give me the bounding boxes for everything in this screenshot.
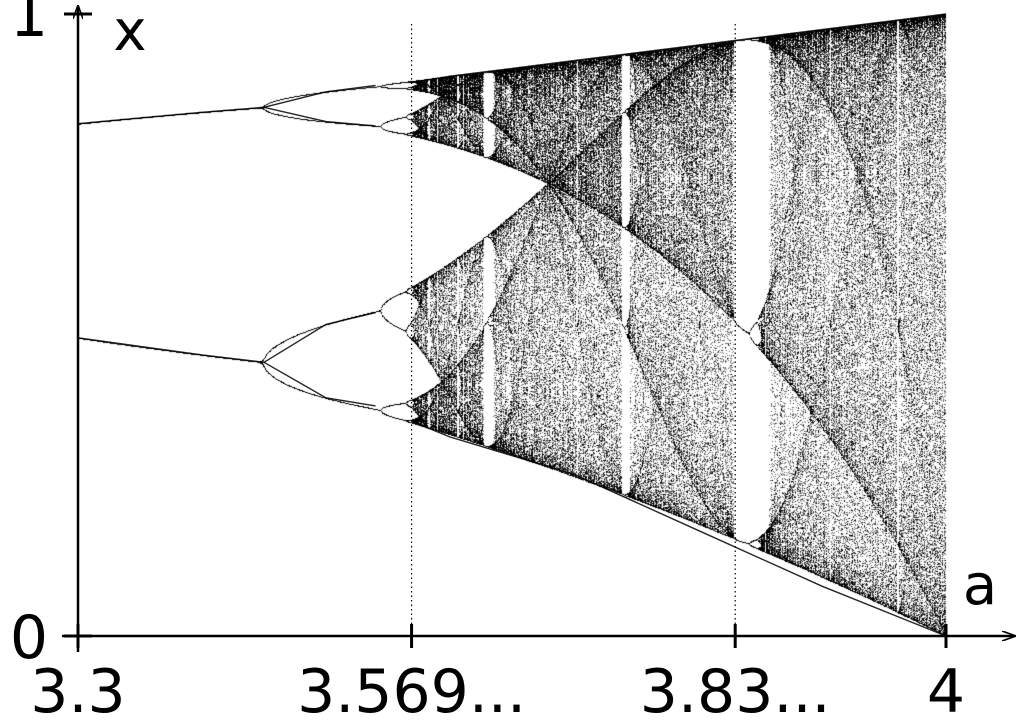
branch-curve-6: [411, 13, 947, 84]
branch-curve-2: [263, 84, 376, 108]
x-tick-label-3: 4: [927, 657, 965, 721]
branch-curve-7: [411, 420, 947, 637]
x-tick-label-2: 3.83...: [640, 657, 831, 721]
x-tick-label-0: 3.3: [30, 657, 125, 721]
x-axis-label: a: [963, 553, 997, 618]
y-tick-label-1: 1: [10, 0, 48, 51]
ticks: 3.3 3.569... 3.83... 4 0 1: [10, 0, 965, 721]
branch-curve-4: [263, 311, 376, 363]
branch-curve-5: [263, 361, 376, 407]
reference-lines: [410, 24, 736, 636]
branch-curve-0: [77, 106, 265, 125]
branch-curves: [77, 13, 947, 637]
branch-curve-1: [77, 337, 265, 363]
axes: [62, 6, 1015, 652]
y-tick-label-0: 0: [10, 603, 48, 673]
x-tick-label-1: 3.569...: [297, 657, 526, 721]
branch-curve-3: [263, 106, 376, 127]
y-axis-label: x: [113, 0, 146, 64]
